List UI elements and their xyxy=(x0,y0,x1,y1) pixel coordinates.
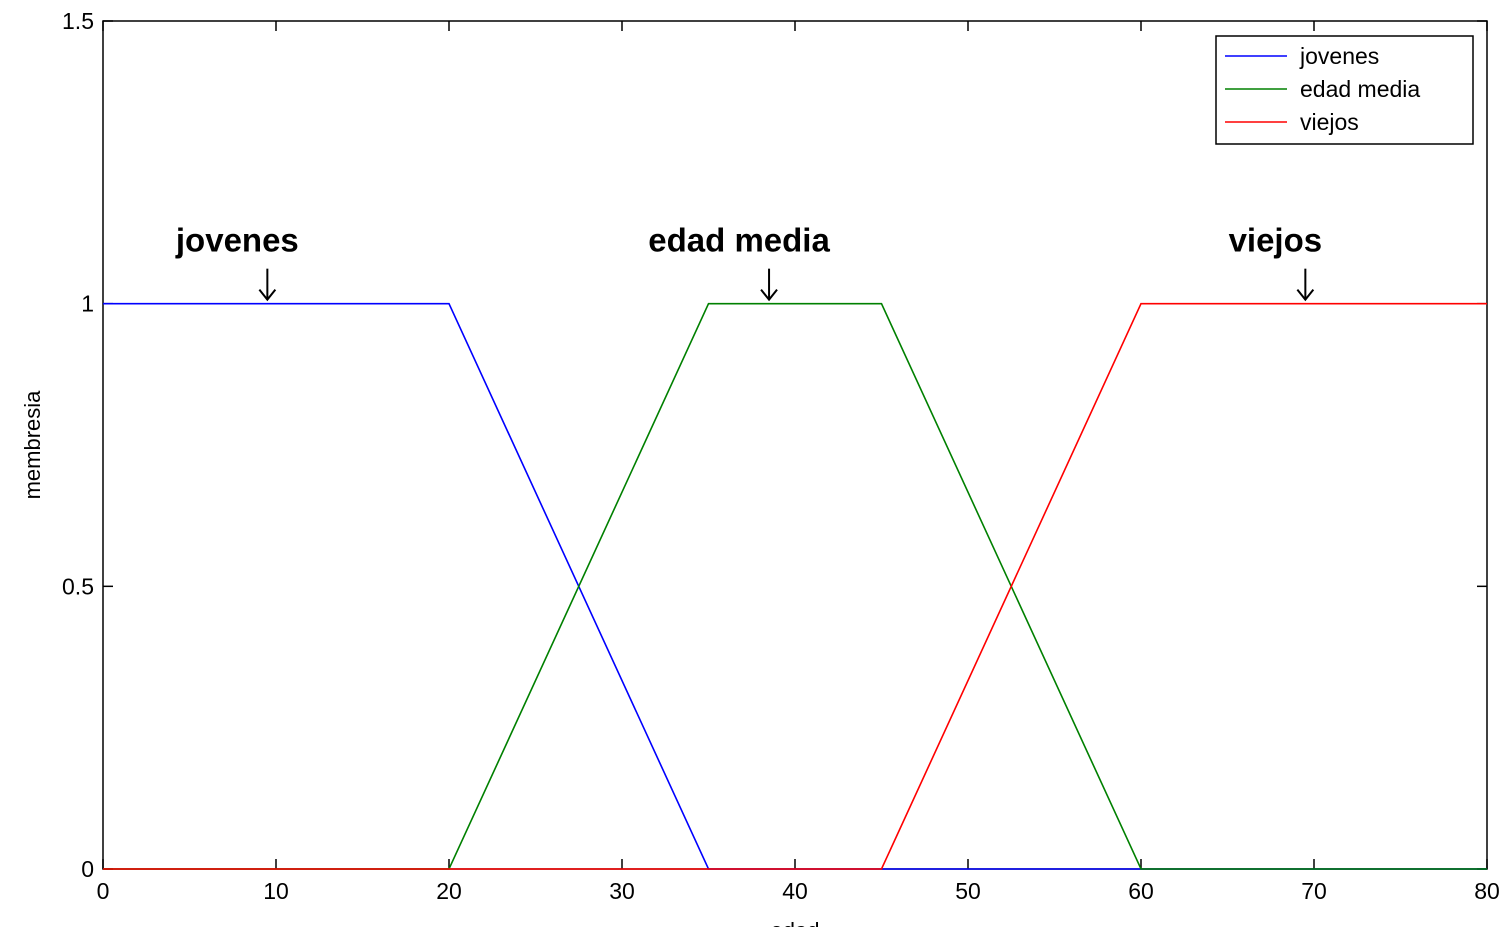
series-line-viejos xyxy=(103,302,1487,870)
annotation-label: viejos xyxy=(1229,222,1323,259)
legend-label: jovenes xyxy=(1299,43,1379,69)
down-arrow-icon xyxy=(760,268,778,302)
series-line-jovenes xyxy=(103,302,1487,870)
y-tick-label: 1.5 xyxy=(62,8,94,34)
x-tick-label: 10 xyxy=(263,878,289,904)
y-tick-label: 1 xyxy=(81,291,94,317)
legend-box xyxy=(1215,35,1474,145)
x-tick-label: 20 xyxy=(436,878,462,904)
x-tick-label: 40 xyxy=(782,878,808,904)
x-tick-label: 50 xyxy=(955,878,981,904)
x-tick-label: 80 xyxy=(1474,878,1500,904)
down-arrow-icon xyxy=(1296,268,1315,302)
x-tick-label: 0 xyxy=(97,878,110,904)
down-arrow-icon xyxy=(258,268,277,302)
y-axis-label: membresia xyxy=(20,390,45,500)
annotation-label: edad media xyxy=(648,222,830,259)
x-tick-label: 60 xyxy=(1128,878,1154,904)
legend-label: edad media xyxy=(1300,76,1420,102)
x-axis-label: edad xyxy=(771,918,820,927)
x-tick-label: 30 xyxy=(609,878,635,904)
annotation-label: jovenes xyxy=(175,222,299,259)
series-line-edad-media xyxy=(103,302,1487,870)
y-tick-label: 0 xyxy=(81,856,94,882)
y-tick-label: 0.5 xyxy=(62,573,94,599)
legend-label: viejos xyxy=(1300,109,1359,135)
plot-frame xyxy=(102,20,1488,870)
x-tick-label: 70 xyxy=(1301,878,1327,904)
